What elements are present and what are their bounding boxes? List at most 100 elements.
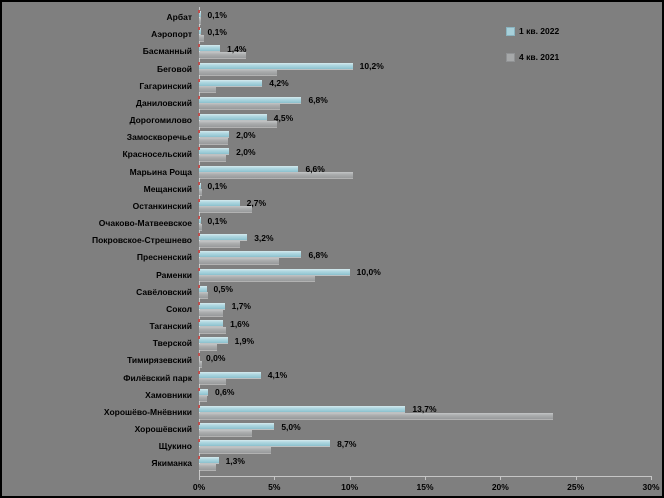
- bar-group: 1,3%: [198, 455, 662, 472]
- category-label: Мещанский: [143, 183, 192, 194]
- bar-series2: [199, 326, 227, 333]
- category-marker-dot: [198, 44, 200, 48]
- bar-group: 1,4%: [198, 43, 662, 60]
- x-axis-tick: [349, 476, 351, 480]
- category-label: Басманный: [142, 46, 192, 57]
- bar-row: Тимирязевский 0,0%: [2, 352, 662, 369]
- bar-series1: [199, 62, 353, 69]
- bar-series2: [199, 86, 216, 93]
- x-axis-tick: [651, 476, 652, 480]
- bar-series1: [199, 423, 275, 430]
- data-label: 2,0%: [236, 146, 256, 157]
- bar-series1: [199, 148, 230, 155]
- category-label: Даниловский: [135, 97, 192, 108]
- bar-series2: [199, 223, 202, 230]
- bar-group: 6,8%: [198, 95, 662, 112]
- data-label: 0,1%: [207, 181, 227, 192]
- bar-group: 2,0%: [198, 129, 662, 146]
- category-label: Таганский: [149, 321, 192, 332]
- x-axis-tick-label: 5%: [268, 482, 281, 492]
- bar-series2: [199, 103, 281, 110]
- x-axis-tick-label: 30%: [642, 482, 660, 492]
- category-marker-dot: [198, 181, 200, 185]
- bar-series2: [199, 378, 227, 385]
- category-label: Хорошёво-Мнёвники: [103, 406, 192, 417]
- legend-swatch-series2: [506, 52, 515, 62]
- bar-series1: [199, 285, 207, 292]
- bar-series1: [199, 457, 219, 464]
- data-label: 4,1%: [267, 370, 288, 381]
- bar-group: 2,0%: [198, 146, 662, 163]
- data-label: 0,6%: [215, 387, 235, 398]
- category-marker-dot: [198, 456, 200, 460]
- data-label: 5,0%: [281, 421, 301, 432]
- bar-series2: [199, 464, 216, 471]
- bar-row: Филёвский парк 4,1%: [2, 370, 662, 387]
- bar-row: Савёловский 0,5%: [2, 284, 662, 301]
- data-label: 0,1%: [207, 26, 227, 37]
- category-marker-dot: [198, 439, 200, 443]
- bar-series2: [199, 34, 204, 41]
- bar-series1: [199, 96, 302, 103]
- bar-row: Гагаринский 4,2%: [2, 78, 662, 95]
- category-marker-dot: [198, 404, 200, 408]
- x-axis-tick-label: 20%: [491, 482, 509, 492]
- category-label: Пресненский: [136, 252, 192, 263]
- bar-row: Марьина Роща 6,6%: [2, 164, 662, 181]
- category-marker-dot: [198, 113, 200, 117]
- bar-series2: [199, 120, 278, 127]
- bar-series2: [199, 17, 201, 24]
- bar-row: Покровское-Стрешнево 3,2%: [2, 232, 662, 249]
- bar-row: Дорогомилово 4,5%: [2, 112, 662, 129]
- category-marker-dot: [198, 387, 200, 391]
- bar-series1: [199, 440, 331, 447]
- legend-swatch-series1: [506, 26, 515, 36]
- data-label: 8,7%: [337, 438, 357, 449]
- bar-series2: [199, 309, 224, 316]
- legend-item-q1-2022: 1 кв. 2022: [506, 26, 559, 36]
- bar-series2: [199, 206, 252, 213]
- bar-row: Замоскворечье 2,0%: [2, 129, 662, 146]
- data-label: 1,4%: [227, 43, 247, 54]
- category-marker-dot: [198, 353, 200, 357]
- data-label: 0,5%: [213, 284, 233, 295]
- bar-row: Басманный 1,4%: [2, 43, 662, 60]
- x-axis-tick: [575, 476, 577, 480]
- category-label: Аэропорт: [151, 29, 192, 40]
- category-label: Очаково-Матвеевское: [98, 218, 192, 229]
- category-marker-dot: [198, 216, 200, 220]
- x-axis-tick: [425, 476, 426, 480]
- category-label: Савёловский: [136, 286, 192, 297]
- bar-series2: [199, 258, 279, 264]
- bar-series1: [199, 182, 201, 189]
- data-label: 0,0%: [206, 352, 226, 363]
- category-marker-dot: [198, 198, 200, 202]
- bar-series2: [199, 137, 228, 144]
- bar-row: Останкинский 2,7%: [2, 198, 662, 215]
- bar-group: 10,0%: [198, 267, 662, 284]
- bar-series2: [199, 292, 209, 299]
- bar-series1: [199, 45, 221, 52]
- bar-row: Мещанский 0,1%: [2, 181, 662, 198]
- bar-row: Беговой 10,2%: [2, 61, 662, 78]
- category-label: Тверской: [152, 338, 192, 349]
- x-axis-tick-label: 15%: [416, 482, 434, 492]
- category-label: Гагаринский: [139, 80, 192, 91]
- bar-series1: [199, 79, 263, 86]
- category-label: Красносельский: [122, 149, 192, 160]
- bar-series1: [199, 131, 230, 138]
- bar-row: Хорошёвский 5,0%: [2, 421, 662, 438]
- bar-group: 3,2%: [198, 232, 662, 249]
- category-marker-dot: [198, 164, 200, 168]
- bar-series1: [199, 337, 228, 344]
- bar-series1: [199, 371, 261, 378]
- bar-series2: [199, 240, 240, 247]
- bar-series1: [199, 251, 302, 258]
- data-label: 6,6%: [305, 164, 325, 175]
- bar-group: 0,1%: [198, 181, 662, 198]
- category-label: Останкинский: [132, 200, 192, 211]
- category-label: Филёвский парк: [123, 372, 192, 383]
- category-label: Якиманка: [151, 458, 192, 469]
- category-label: Сокол: [166, 303, 192, 314]
- plot-area: Арбат 0,1% Аэропорт 0,1% Басманный 1,4% Бегово…: [2, 9, 662, 473]
